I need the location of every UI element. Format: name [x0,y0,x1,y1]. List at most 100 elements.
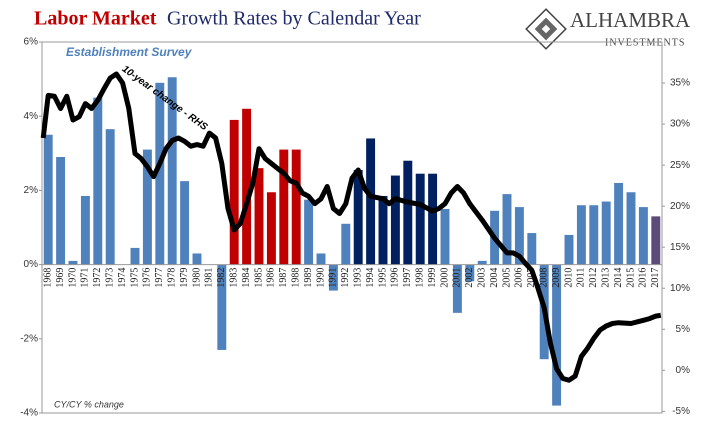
x-tick-label: 1968 [42,268,53,288]
x-tick-label: 1969 [55,268,66,288]
y2-tick-label: 25% [670,160,690,171]
x-tick-label: 2009 [551,268,562,288]
x-tick-label: 2003 [476,268,487,288]
x-tick-label: 1985 [253,268,264,288]
bar [291,149,301,265]
bar [626,192,636,265]
bar [68,260,78,265]
x-tick-label: 2010 [563,268,574,288]
x-tick-label: 2011 [576,268,587,288]
y2-tick-label: 5% [676,324,691,335]
x-tick-label: 2000 [439,268,450,288]
x-tick-label: 1986 [266,268,277,288]
x-tick-label: 1999 [427,268,438,288]
x-tick-label: 1973 [104,268,115,288]
y2-tick-label: -5% [672,406,690,417]
bar [390,175,400,265]
y2-tick-label: 10% [670,283,690,294]
bar [527,233,537,265]
x-tick-label: 1974 [117,268,128,288]
x-tick-label: 2007 [526,268,537,288]
x-tick-label: 2008 [538,268,549,288]
bar [552,264,562,406]
x-tick-label: 1971 [80,268,91,288]
x-tick-label: 2013 [600,268,611,288]
y2-tick-label: 35% [670,78,690,89]
bar [304,199,314,265]
x-tick-label: 1977 [154,268,165,288]
y-tick-label: -4% [20,408,38,419]
logo-tagline: INVESTMENTS [605,37,685,48]
bar [638,207,648,265]
bar [80,195,90,265]
bar [601,201,611,265]
bar [378,195,388,265]
bar [328,264,338,291]
x-tick-label: 1996 [390,268,401,288]
bar [341,223,351,265]
bar [614,182,624,265]
logo-name: ALHAMBRA [570,8,691,32]
x-tick-label: 1983 [228,268,239,288]
y-tick-label: -2% [20,333,38,344]
bar [130,247,140,265]
x-tick-label: 1995 [377,268,388,288]
plot-frame [41,41,663,414]
x-tick-label: 2006 [514,268,525,288]
x-tick-label: 1976 [142,268,153,288]
y2-tick-label: 20% [670,201,690,212]
bar [415,173,425,265]
line-series [40,71,662,383]
bar [192,253,202,265]
bar [353,169,363,265]
bar [242,108,252,265]
x-tick-label: 1997 [402,268,413,288]
bar [142,149,152,265]
x-tick-label: 1998 [414,268,425,288]
bar [180,181,190,265]
x-tick-label: 1991 [328,268,339,288]
x-tick-label: 2002 [464,268,475,288]
bar [514,207,524,265]
logo-icon [525,8,567,50]
y-tick-label: 2% [24,185,39,196]
bar [589,205,599,265]
bar [93,97,103,265]
bar [403,160,413,265]
x-tick-label: 2017 [650,268,661,288]
bar [279,149,289,265]
unit-note: CY/CY % change [54,399,124,409]
bar [651,216,661,265]
x-tick-label: 1981 [204,268,215,288]
x-tick-label: 1970 [67,268,78,288]
x-tick-label: 1978 [166,268,177,288]
x-tick-label: 2001 [452,268,463,288]
bars [43,77,661,406]
x-tick-label: 1992 [340,268,351,288]
bar [465,264,475,282]
x-tick-label: 1980 [191,268,202,288]
bar [477,260,487,265]
x-tick-label: 1975 [129,268,140,288]
x-tick-label: 1984 [241,268,252,288]
bar [502,194,512,265]
bar [105,129,115,265]
bar [254,168,264,265]
x-tick-label: 1972 [92,268,103,288]
x-tick-label: 2014 [613,268,624,288]
bar [266,192,276,265]
bar [43,134,53,265]
series-label: Establishment Survey [66,45,193,59]
y2-tick-label: 15% [670,242,690,253]
bar [564,234,574,265]
bar [167,77,177,265]
x-tick-label: 2005 [501,268,512,288]
bar [576,205,586,265]
bar [366,138,376,265]
bar [56,157,66,265]
chart-title: Growth Rates by Calendar Year [167,8,421,30]
x-tick-label: 2016 [638,268,649,288]
x-tick-label: 1982 [216,268,227,288]
x-tick-label: 1993 [352,268,363,288]
